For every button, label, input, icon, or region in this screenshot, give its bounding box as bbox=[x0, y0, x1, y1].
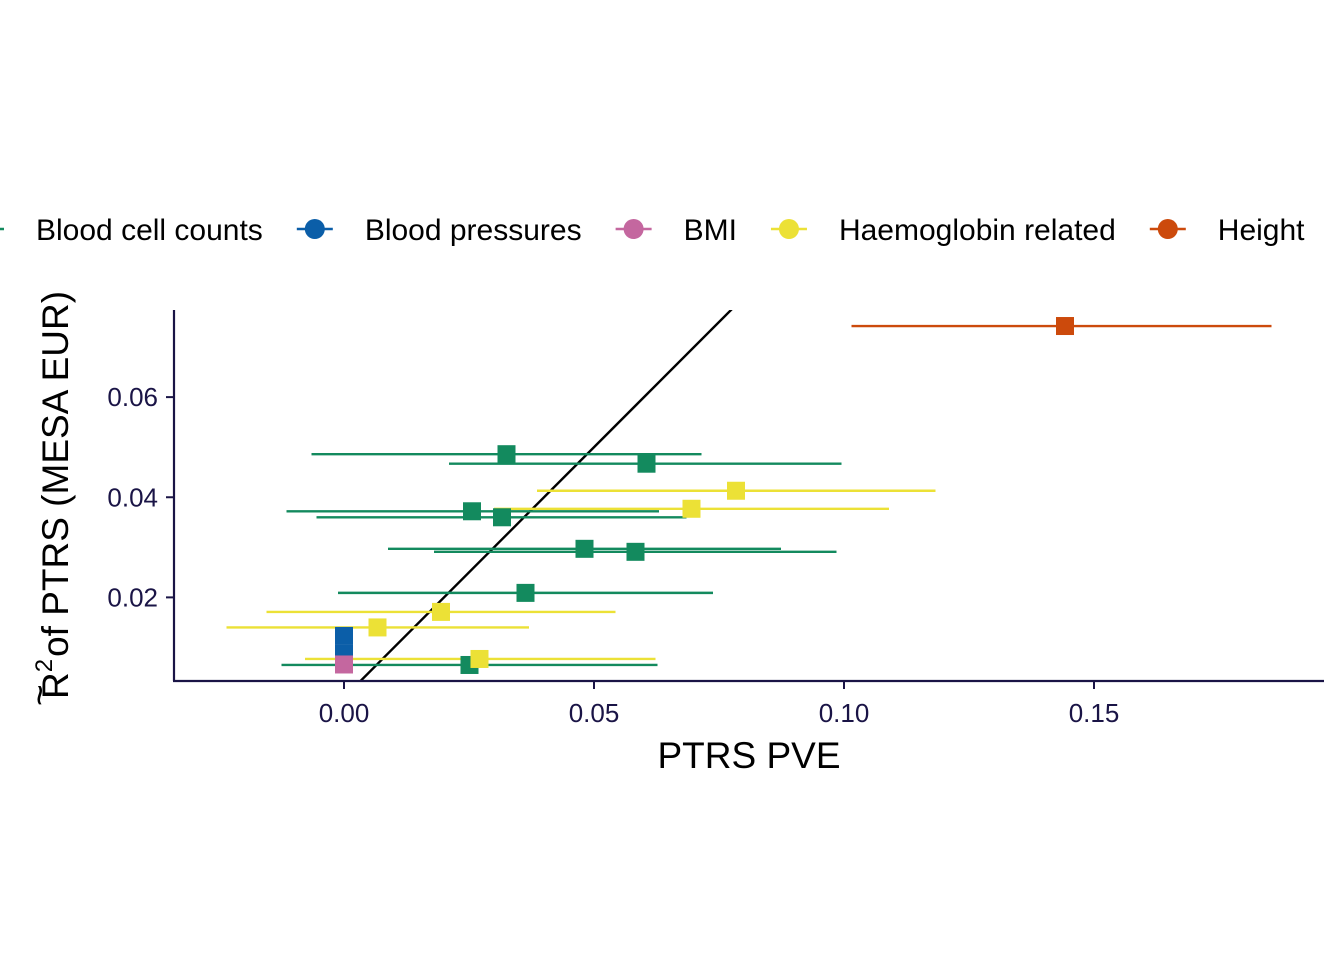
data-point bbox=[335, 626, 353, 645]
x-tick-label: 0.15 bbox=[1069, 698, 1120, 728]
data-point bbox=[497, 445, 516, 464]
y-axis-title-letter: R bbox=[35, 672, 76, 699]
legend-key-marker bbox=[623, 219, 644, 239]
y-axis-title: R2 of PTRS (MESA EUR) bbox=[31, 291, 76, 699]
data-point bbox=[626, 542, 645, 561]
legend-label: BMI bbox=[684, 214, 737, 247]
y-tick-label: 0.04 bbox=[107, 482, 158, 512]
data-point bbox=[637, 454, 656, 473]
x-tick-label: 0.05 bbox=[569, 698, 620, 728]
y-axis-title-accent: ~ bbox=[19, 684, 60, 706]
ticks: 0.00 0.05 0.10 0.15 0.02 0.04 0.06 bbox=[107, 382, 1119, 728]
data-point bbox=[682, 499, 701, 518]
y-tick-label: 0.06 bbox=[107, 382, 158, 412]
plot-area bbox=[226, 310, 1272, 681]
x-tick-label: 0.00 bbox=[319, 698, 370, 728]
x-axis-title: PTRS PVE bbox=[658, 735, 841, 776]
legend-key-marker bbox=[304, 219, 325, 239]
data-points bbox=[335, 317, 1074, 674]
legend-key-marker bbox=[1157, 219, 1178, 239]
legend-label: Height bbox=[1218, 214, 1305, 247]
data-point bbox=[432, 602, 450, 621]
data-point bbox=[470, 649, 489, 668]
data-point bbox=[516, 583, 535, 602]
error-bars bbox=[226, 324, 1272, 667]
data-point bbox=[335, 655, 353, 674]
y-axis-title-superscript: 2 bbox=[31, 659, 58, 672]
svg-text:R2of PTRS (MESA EUR): R2 of PTRS (MESA EUR) bbox=[31, 291, 76, 699]
legend-item: BMI bbox=[615, 214, 737, 247]
y-tick-label: 0.02 bbox=[107, 582, 158, 612]
legend-item: Blood pressures bbox=[296, 214, 582, 247]
data-point bbox=[368, 618, 387, 637]
legend-item: Height bbox=[1149, 214, 1305, 247]
y-axis-title-text: of PTRS (MESA EUR) bbox=[35, 291, 76, 657]
legend-item: Blood cell counts bbox=[0, 214, 263, 247]
legend-label: Blood pressures bbox=[365, 214, 582, 247]
legend: Blood cell counts Blood pressures BMI Haemo… bbox=[0, 214, 1305, 247]
axes bbox=[172, 310, 1324, 683]
legend-item: Haemoglobin related bbox=[770, 214, 1116, 247]
data-point bbox=[463, 502, 481, 521]
data-point bbox=[493, 508, 511, 527]
data-point bbox=[727, 481, 745, 500]
reference-line bbox=[358, 310, 733, 681]
legend-key-marker bbox=[778, 219, 799, 239]
legend-label: Haemoglobin related bbox=[839, 214, 1116, 247]
legend-label: Blood cell counts bbox=[36, 214, 263, 247]
data-point bbox=[575, 539, 594, 558]
data-point bbox=[1056, 317, 1074, 336]
x-tick-label: 0.10 bbox=[819, 698, 870, 728]
